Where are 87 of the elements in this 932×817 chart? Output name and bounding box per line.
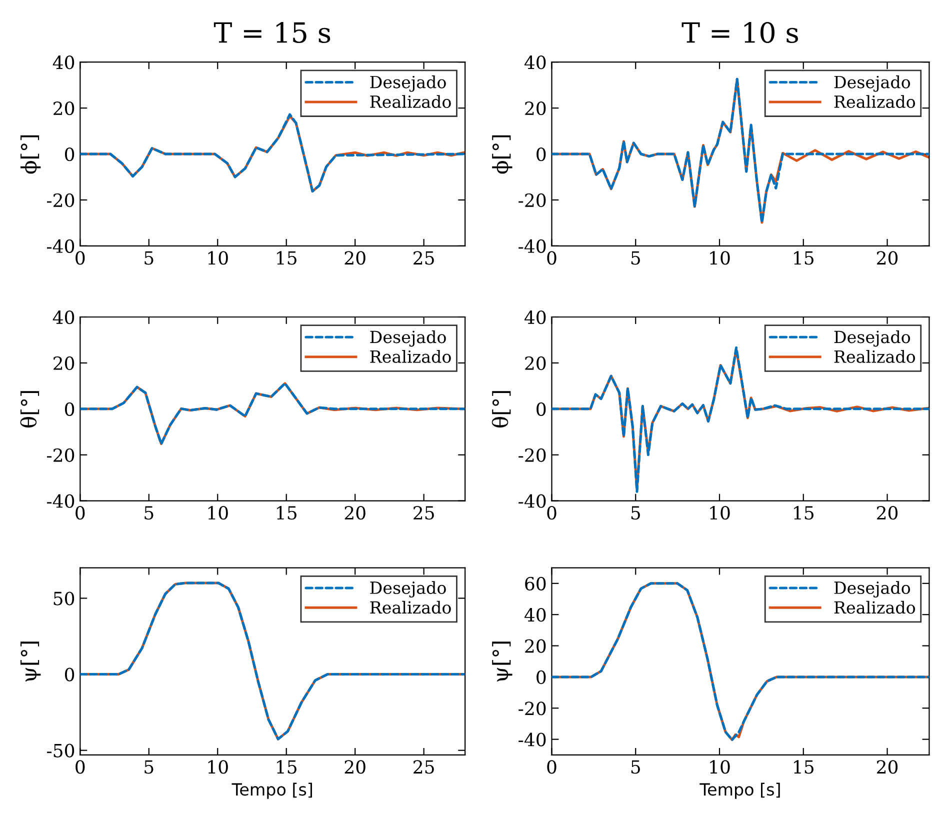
legend-label: Realizado	[834, 600, 916, 614]
y-tick-label: 20	[54, 356, 74, 370]
line-series	[80, 582, 465, 740]
y-axis-title: ψ[°]	[492, 642, 512, 682]
x-tick-label: 15	[794, 251, 814, 265]
legend-label: Realizado	[834, 95, 916, 108]
legend-label: Realizado	[370, 95, 451, 108]
x-tick-label: 20	[877, 251, 898, 265]
y-axis-title: θ[°]	[20, 391, 40, 428]
x-tick-label: 0	[76, 506, 85, 520]
chart-title: T = 10 s	[682, 22, 798, 44]
x-tick-label: 10	[208, 760, 228, 774]
y-tick-label: 40	[524, 608, 546, 622]
y-tick-label: 0	[536, 147, 546, 162]
y-tick-label: 60	[525, 576, 546, 591]
x-tick-label: 20	[877, 760, 898, 774]
y-tick-label: -40	[47, 494, 74, 508]
x-tick-label: 25	[414, 760, 434, 774]
y-tick-label: -20	[518, 193, 546, 208]
y-tick-label: 0	[64, 402, 74, 416]
line-series	[552, 582, 930, 742]
y-axis-title: ϕ[°]	[492, 135, 512, 174]
y-tick-label: -20	[518, 448, 546, 462]
y-tick-label: -20	[47, 193, 74, 208]
x-tick-label: 25	[414, 251, 434, 265]
y-tick-label: 50	[54, 592, 74, 606]
y-tick-label: -50	[47, 744, 74, 758]
x-tick-label: 5	[144, 506, 154, 520]
chart-title: T = 15 s	[214, 22, 330, 44]
y-axis-title: θ[°]	[492, 391, 511, 428]
x-tick-label: 15	[794, 506, 814, 520]
line-series	[80, 382, 465, 446]
legend-label: Desejado	[834, 581, 910, 598]
y-tick-label: -40	[518, 494, 546, 508]
y-tick-label: 0	[536, 670, 546, 684]
y-tick-label: 40	[524, 310, 546, 324]
x-tick-label: 15	[277, 760, 296, 774]
y-tick-label: -20	[518, 702, 546, 716]
legend-label: Realizado	[370, 350, 451, 363]
x-tick-label: 5	[631, 506, 640, 520]
legend-label: Desejado	[370, 581, 446, 598]
x-tick-label: 0	[547, 251, 556, 265]
x-tick-label: 5	[631, 251, 640, 265]
x-tick-label: 15	[277, 506, 296, 520]
x-tick-label: 15	[277, 251, 296, 265]
y-tick-label: 20	[525, 356, 546, 370]
x-tick-label: 20	[877, 506, 898, 520]
x-tick-label: 10	[710, 251, 730, 265]
x-tick-label: 0	[547, 506, 556, 520]
legend-label: Desejado	[370, 330, 446, 347]
x-tick-label: 5	[144, 760, 154, 774]
x-tick-label: 5	[144, 251, 154, 265]
x-tick-label: 20	[344, 251, 366, 265]
x-tick-label: 0	[76, 251, 85, 265]
y-tick-label: -20	[47, 448, 74, 462]
y-tick-label: 40	[524, 56, 546, 70]
legend-label: Desejado	[370, 75, 446, 92]
y-tick-label: 0	[536, 402, 546, 416]
x-tick-label: 25	[414, 506, 434, 520]
y-tick-label: -40	[47, 239, 74, 254]
y-tick-label: 0	[64, 668, 74, 682]
x-tick-label: 10	[710, 506, 730, 520]
x-axis-title: Tempo [s]	[700, 782, 780, 799]
x-tick-label: 0	[547, 760, 556, 774]
legend-label: Desejado	[834, 330, 910, 347]
y-tick-label: 20	[525, 639, 546, 653]
x-tick-label: 10	[208, 251, 228, 265]
y-axis-title: ϕ[°]	[20, 135, 41, 174]
y-tick-label: 20	[525, 102, 546, 116]
y-tick-label: 20	[54, 102, 74, 116]
x-tick-label: 15	[794, 760, 814, 774]
legend-label: Realizado	[834, 350, 916, 363]
x-tick-label: 5	[631, 760, 640, 774]
y-tick-label: 0	[64, 147, 74, 162]
x-axis-title: Tempo [s]	[232, 782, 312, 799]
y-tick-label: -40	[518, 239, 546, 254]
x-tick-label: 20	[344, 506, 366, 520]
x-tick-label: 10	[208, 506, 228, 520]
legend-label: Desejado	[834, 75, 910, 92]
y-tick-label: 40	[52, 310, 74, 324]
x-tick-label: 0	[76, 760, 85, 774]
x-tick-label: 10	[710, 760, 730, 774]
legend-label: Realizado	[370, 600, 451, 614]
y-axis-title: ψ[°]	[20, 642, 41, 682]
x-tick-label: 20	[344, 760, 366, 774]
y-tick-label: -40	[518, 732, 546, 746]
y-tick-label: 40	[52, 56, 74, 70]
